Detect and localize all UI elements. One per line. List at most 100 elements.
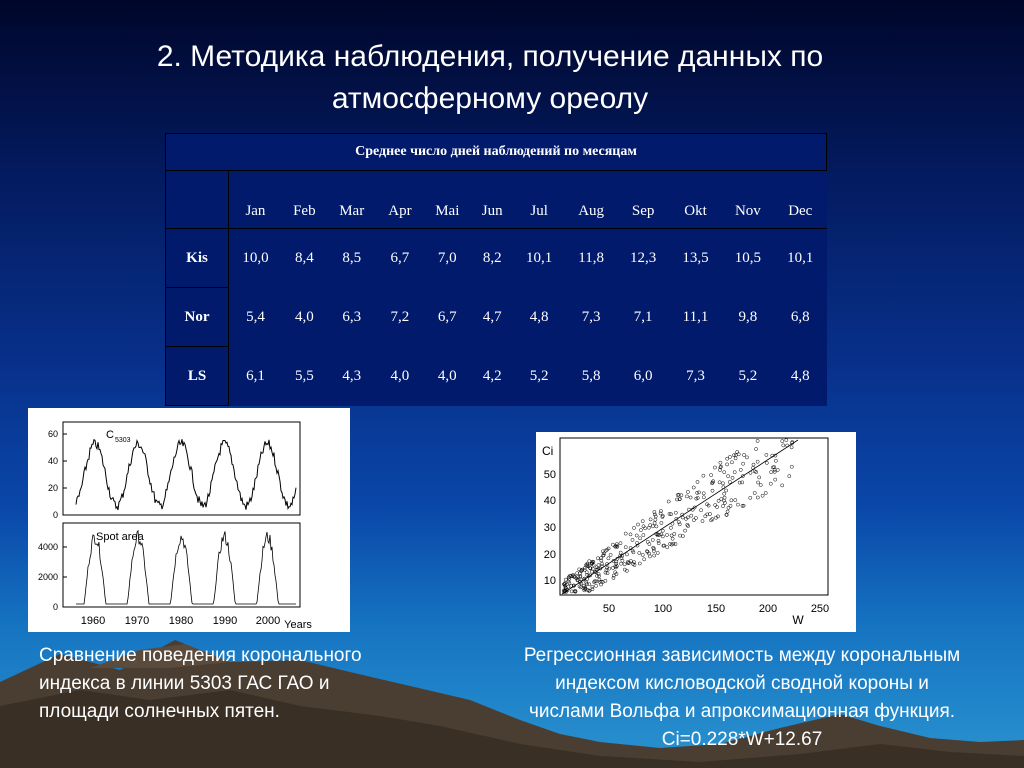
y-tick-label: 50 [544, 469, 556, 481]
scatter-point [760, 493, 765, 498]
table-cell: 4,0 [437, 367, 457, 384]
scatter-point [611, 576, 616, 580]
scatter-point [660, 515, 665, 519]
scatter-point [773, 458, 778, 463]
table-cell: 4,3 [342, 367, 362, 384]
scatter-point [724, 488, 728, 493]
table-header-corner [165, 170, 229, 229]
table-cell: 11,8 [565, 228, 617, 288]
scatter-point [722, 491, 727, 496]
scatter-point [772, 467, 777, 472]
scatter-point [570, 574, 575, 579]
scatter-point [582, 584, 586, 588]
x-tick-label: 250 [811, 603, 829, 615]
scatter-point [605, 566, 610, 570]
table-row: LS 6,1 5,5 4,3 4,0 4,0 4,2 5,2 5,8 6,0 7… [165, 346, 827, 406]
scatter-point [716, 514, 720, 519]
scatter-point [654, 524, 659, 529]
table-cell: 6,8 [790, 308, 810, 325]
scatter-point [661, 543, 666, 548]
table-cell: 9,8 [738, 308, 758, 325]
scatter-point [763, 491, 768, 495]
scatter-point [697, 490, 701, 495]
table-cell: 6,7 [437, 308, 457, 325]
row-label: LS [165, 346, 229, 406]
scatter-point [755, 439, 760, 443]
scatter-point [659, 521, 664, 525]
scatter-point [611, 542, 615, 547]
scatter-point [635, 541, 639, 545]
scatter-point [717, 480, 722, 485]
scatter-point [620, 558, 625, 563]
scatter-point [721, 481, 725, 486]
scatter-point [587, 582, 592, 587]
scatter-point [652, 512, 657, 517]
scatter-point [691, 485, 696, 490]
scatter-point [709, 473, 713, 477]
scatter-point [623, 545, 628, 550]
scatter-point [677, 522, 682, 527]
y-tick-label: 0 [53, 602, 58, 612]
table-cell: 11,1 [682, 308, 709, 325]
regression-scatter-figure: Ci 50 40 30 20 10 50 100 150 200 250 W [536, 432, 856, 632]
scatter-point [606, 556, 611, 561]
scatter-point [667, 512, 672, 516]
table-cell: 10,1 [774, 228, 827, 288]
scatter-point [745, 455, 749, 460]
table-cell: 5,5 [294, 367, 314, 384]
y-tick-label: 4000 [38, 542, 58, 552]
scatter-point [688, 495, 693, 500]
scatter-point [659, 509, 663, 513]
table-cell: 10,0 [227, 228, 282, 288]
coronal-index-series [75, 438, 297, 511]
scatter-point [641, 533, 646, 537]
table-cell: 6,7 [376, 228, 424, 288]
scatter-point [650, 538, 655, 542]
scatter-point [639, 528, 643, 532]
scatter-point [597, 577, 602, 582]
y-tick-label: 20 [544, 549, 556, 561]
scatter-point [736, 502, 740, 507]
scatter-point [594, 565, 599, 570]
x-tick-label: 50 [603, 603, 615, 615]
scatter-point [605, 571, 610, 575]
scatter-point [742, 453, 746, 457]
scatter-point [581, 586, 586, 590]
scatter-point [630, 538, 635, 542]
scatter-point [593, 579, 597, 584]
scatter-point [652, 553, 657, 558]
scatter-point [703, 514, 708, 519]
scatter-point [601, 553, 606, 557]
scatter-point [669, 525, 673, 530]
table-cell: 6,0 [633, 367, 653, 384]
scatter-point [748, 495, 753, 500]
scatter-point [740, 474, 745, 478]
spot-area-series [76, 529, 296, 605]
scatter-point [675, 497, 679, 502]
scatter-point [640, 519, 645, 524]
table-cell: 7,3 [686, 367, 705, 384]
scatter-point [738, 468, 743, 472]
scatter-point [651, 549, 656, 553]
scatter-point [725, 456, 730, 461]
month-header: Jan [227, 170, 282, 229]
table-cell: 4,0 [294, 308, 314, 325]
scatter-point [587, 589, 591, 593]
scatter-point [701, 495, 706, 500]
x-tick-label: 150 [707, 603, 725, 615]
month-header: Okt [684, 203, 707, 219]
scatter-point [781, 443, 786, 448]
scatter-point [656, 538, 661, 543]
scatter-point [726, 505, 731, 510]
scatter-point [636, 522, 640, 527]
scatter-point [754, 470, 759, 474]
scatter-point [603, 548, 608, 553]
scatter-point [652, 521, 657, 525]
scatter-point [768, 481, 773, 486]
scatter-point [710, 488, 715, 493]
scatter-point [643, 526, 647, 531]
x-tick-label: 1960 [81, 615, 105, 627]
scatter-point [769, 470, 774, 474]
scatter-point [634, 533, 639, 538]
